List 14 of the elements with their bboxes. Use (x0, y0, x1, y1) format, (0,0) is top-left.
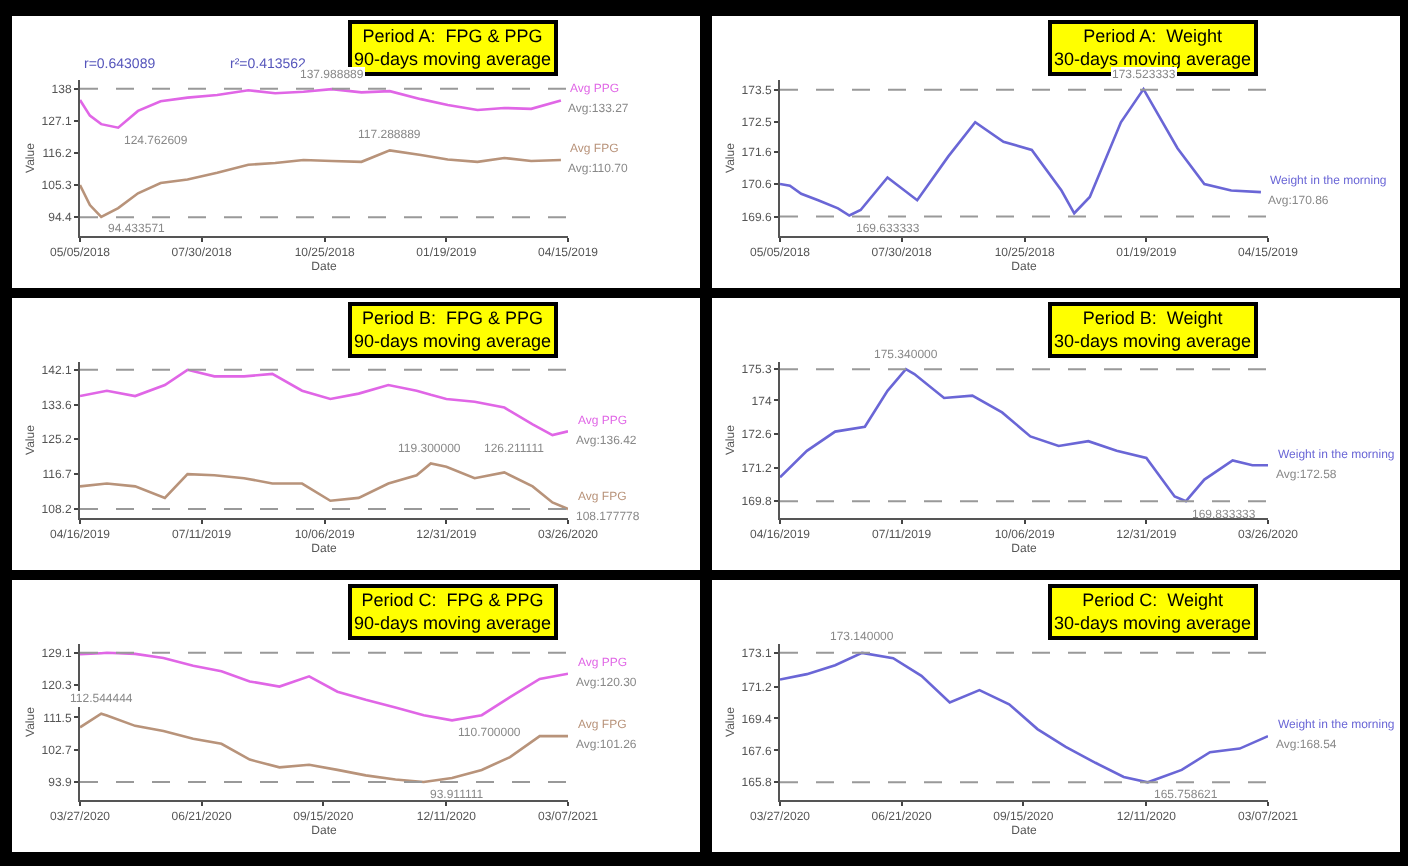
line-series (780, 367, 1268, 503)
chart-title: Period C: FPG & PPG 90-days moving average (354, 590, 552, 634)
line-series (80, 368, 568, 437)
chart-title: Period B: Weight 30-days moving average (1054, 308, 1252, 352)
chart-title: Period A: FPG & PPG 90-days moving average (354, 26, 552, 70)
line-series (80, 712, 568, 784)
line-series (780, 87, 1263, 217)
line-series (780, 651, 1268, 784)
line-series (80, 149, 563, 219)
chart-title: Period B: FPG & PPG 90-days moving average (354, 308, 552, 352)
line-series (80, 87, 563, 129)
chart-title: Period A: Weight 30-days moving average (1054, 26, 1252, 70)
line-series (80, 462, 568, 511)
chart-title: Period C: Weight 30-days moving average (1054, 590, 1252, 634)
